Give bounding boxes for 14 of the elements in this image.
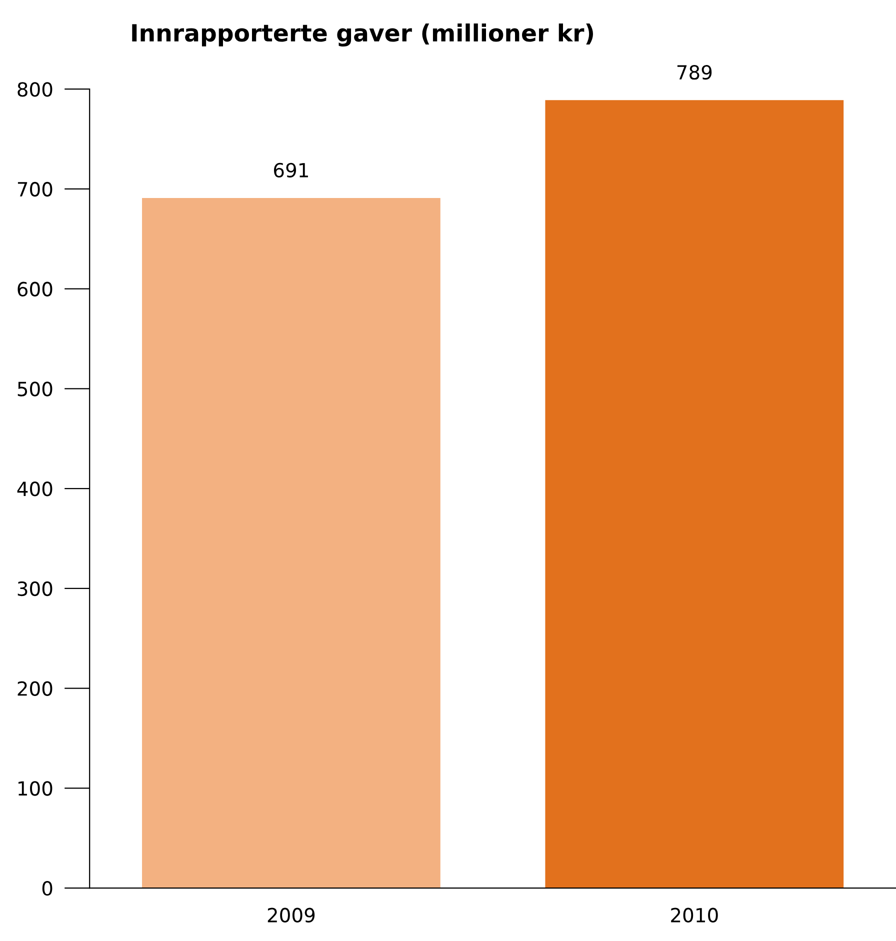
y-tick-label: 800 xyxy=(18,82,52,97)
y-tick-label: 400 xyxy=(17,482,52,496)
y-tick-label: 500 xyxy=(18,382,52,396)
y-tick-label: 0 xyxy=(42,880,52,896)
x-tick-label: 2009 xyxy=(268,908,315,923)
data-label: 691 xyxy=(274,162,308,178)
chart-title: Innrapporterte gaver (millioner kr) xyxy=(132,23,593,47)
data-label: 789 xyxy=(677,64,712,80)
y-tick-label: 600 xyxy=(18,282,52,297)
y-tick-label: 100 xyxy=(18,781,52,796)
y-tick-label: 300 xyxy=(18,581,52,596)
x-tick-label: 2010 xyxy=(671,908,718,923)
y-tick-label: 200 xyxy=(18,681,52,696)
y-tick-label: 700 xyxy=(18,182,52,197)
